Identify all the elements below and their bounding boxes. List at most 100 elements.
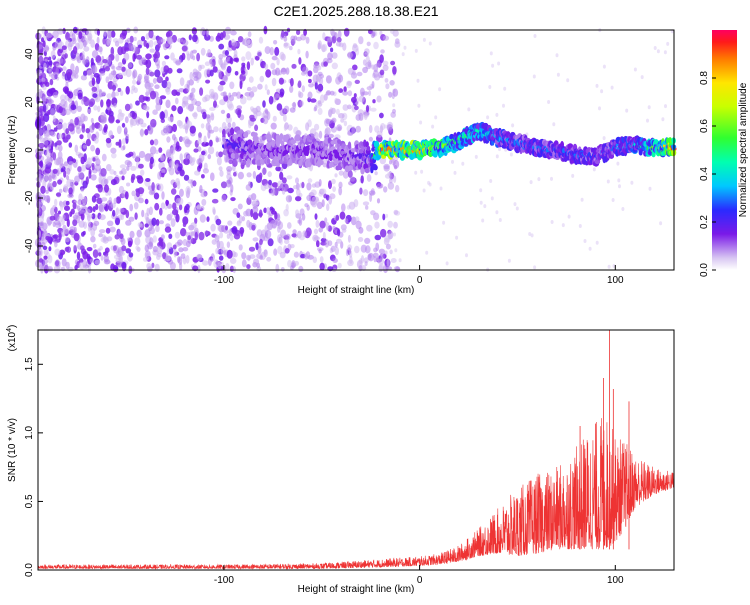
spectrogram-noise-blob: [343, 27, 350, 37]
spectrogram-noise-blob: [258, 36, 264, 44]
spectrogram-noise-blob: [100, 197, 108, 202]
spectrogram-noise-blob: [240, 96, 247, 105]
spectrogram-noise-blob: [331, 117, 337, 124]
spectrogram-noise-blob: [379, 253, 385, 260]
spectrogram-noise-blob: [147, 82, 154, 88]
spectrogram-noise-blob: [422, 37, 426, 42]
spectrogram-noise-blob: [646, 118, 649, 123]
spectrogram-noise-blob: [383, 186, 388, 193]
spectrogram-noise-blob: [318, 130, 323, 139]
spectrogram-noise-blob: [119, 208, 125, 213]
spectrogram-noise-blob: [64, 236, 70, 243]
spectrogram-noise-blob: [529, 180, 533, 185]
spectrogram-noise-blob: [138, 150, 146, 159]
spectrogram-noise-blob: [353, 93, 357, 98]
spectrogram-noise-blob: [72, 46, 78, 55]
spectrogram-noise-blob: [145, 67, 150, 75]
spectrogram-noise-blob: [370, 210, 376, 216]
spectrogram-noise-blob: [91, 50, 99, 59]
spectrogram-noise-blob: [144, 223, 149, 228]
spectrogram-noise-blob: [197, 254, 203, 261]
spectrogram-noise-blob: [495, 112, 499, 117]
spectrogram-noise-blob: [297, 48, 301, 55]
spectrogram-noise-blob: [267, 171, 272, 178]
spectrogram-noise-blob: [354, 245, 360, 254]
spectrogram-noise-blob: [115, 66, 123, 71]
spectrogram-noise-blob: [154, 50, 161, 59]
spectrogram-noise-blob: [241, 56, 246, 62]
spectrogram-y-tick-label: -40: [24, 238, 35, 253]
spectrogram-noise-blob: [88, 171, 92, 179]
spectrogram-noise-blob: [182, 124, 186, 130]
spectrogram-noise-blob: [159, 207, 163, 216]
spectrogram-noise-blob: [197, 139, 202, 145]
spectrogram-noise-blob: [42, 96, 46, 105]
spectrogram-noise-blob: [101, 153, 107, 162]
spectrogram-noise-blob: [226, 65, 232, 74]
spectrogram-noise-blob: [149, 71, 155, 77]
spectrogram-noise-blob: [128, 112, 133, 118]
spectrogram-noise-blob: [212, 188, 219, 193]
spectrogram-noise-blob: [285, 67, 290, 75]
spectrogram-ridge-blob: [228, 148, 234, 153]
spectrogram-noise-blob: [148, 241, 153, 248]
spectrogram-noise-blob: [225, 263, 230, 271]
spectrogram-noise-blob: [72, 202, 77, 210]
spectrogram-noise-blob: [287, 259, 292, 268]
spectrogram-noise-blob: [625, 108, 629, 113]
spectrogram-noise-blob: [211, 198, 219, 204]
spectrogram-noise-blob: [254, 198, 260, 206]
spectrogram-noise-blob: [204, 34, 211, 41]
spectrogram-noise-blob: [276, 58, 280, 66]
spectrogram-noise-blob: [107, 56, 112, 65]
spectrogram-noise-blob: [291, 233, 297, 238]
spectrogram-noise-blob: [111, 152, 117, 159]
spectrogram-noise-blob: [247, 194, 254, 200]
spectrogram-noise-blob: [94, 259, 101, 265]
spectrogram-noise-blob: [328, 195, 333, 205]
spectrogram-noise-blob: [93, 220, 100, 226]
spectrogram-noise-blob: [132, 79, 137, 85]
spectrogram-noise-blob: [130, 118, 134, 128]
spectrogram-noise-blob: [64, 53, 68, 59]
spectrogram-noise-blob: [158, 147, 163, 153]
spectrogram-noise-blob: [339, 211, 346, 220]
spectrogram-noise-blob: [351, 126, 356, 134]
spectrogram-noise-blob: [111, 91, 116, 99]
spectrogram-noise-blob: [175, 60, 182, 66]
snr-y-tick-label: 0.5: [24, 494, 35, 508]
spectrogram-noise-blob: [211, 239, 217, 245]
spectrogram-noise-blob: [453, 170, 457, 175]
spectrogram-noise-blob: [326, 203, 330, 211]
spectrogram-noise-blob: [119, 112, 125, 117]
spectrogram-ridge-blob: [366, 145, 371, 152]
spectrogram-noise-blob: [555, 53, 559, 58]
spectrogram-noise-blob: [74, 264, 78, 271]
spectrogram-ridge-blob: [244, 131, 249, 138]
spectrogram-noise-blob: [172, 134, 176, 141]
spectrogram-noise-blob: [60, 94, 66, 102]
spectrogram-noise-blob: [118, 185, 125, 194]
spectrogram-noise-blob: [162, 43, 169, 48]
spectrogram-noise-blob: [268, 179, 272, 186]
spectrogram-noise-blob: [90, 236, 96, 243]
spectrogram-noise-blob: [264, 84, 268, 91]
spectrogram-noise-blob: [179, 188, 184, 197]
spectrogram-noise-blob: [191, 87, 196, 94]
spectrogram-noise-blob: [135, 245, 140, 251]
spectrogram-noise-blob: [279, 171, 284, 181]
spectrogram-ridge-blob: [266, 158, 271, 164]
spectrogram-noise-blob: [388, 91, 393, 98]
spectrogram-noise-blob: [65, 32, 71, 41]
spectrogram-noise-blob: [55, 63, 60, 68]
spectrogram-noise-blob: [270, 122, 277, 130]
spectrogram-noise-blob: [515, 206, 519, 211]
spectrogram-noise-blob: [336, 238, 342, 244]
spectrogram-noise-blob: [588, 246, 592, 251]
spectrogram-noise-blob: [259, 238, 263, 245]
spectrogram-noise-blob: [104, 124, 108, 131]
spectrogram-noise-blob: [602, 64, 606, 69]
spectrogram-noise-blob: [338, 113, 345, 119]
spectrogram-noise-blob: [91, 164, 95, 171]
spectrogram-noise-blob: [200, 123, 205, 129]
